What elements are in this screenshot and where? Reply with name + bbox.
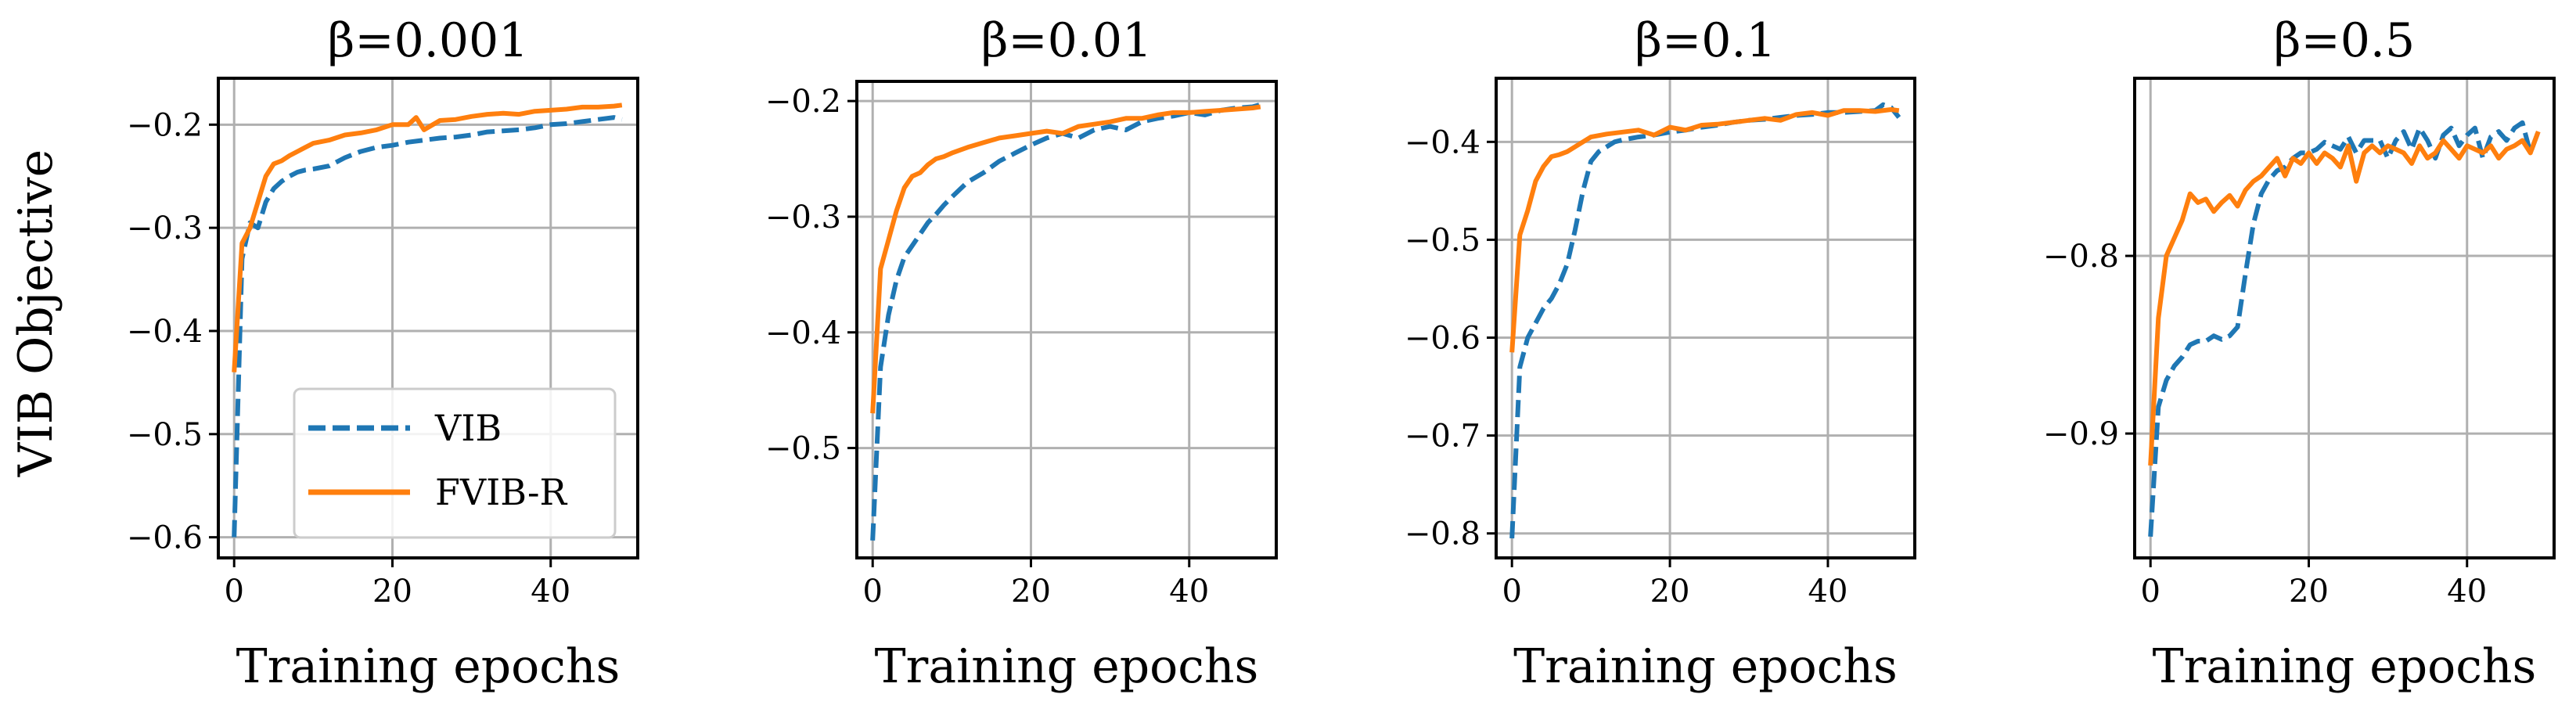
panels: 0 20 40 −0.6 −0.5 −0.4 −0.3 −0.2 β=0.001 Training… (127, 13, 2556, 694)
chart-title: β=0.001 (328, 13, 529, 68)
y-tick-label: −0.3 (127, 210, 203, 246)
y-axis-label: VIB Objective (9, 149, 63, 477)
chart-title: β=0.5 (2274, 13, 2415, 68)
chart-panel-4: 0 20 40 −0.9 −0.8 β=0.5 Training epochs (2043, 13, 2556, 694)
y-tick-label: −0.4 (1405, 124, 1480, 160)
y-tick-label: −0.8 (2043, 239, 2119, 275)
x-tick-label: 40 (1169, 574, 1209, 610)
x-axis-label: Training epochs (875, 639, 1259, 694)
chart-panel-3: 0 20 40 −0.8 −0.7 −0.6 −0.5 −0.4 β=0.1 Training e… (1405, 13, 1916, 694)
x-axis-label: Training epochs (1513, 639, 1898, 694)
y-tick-label: −0.6 (127, 520, 203, 556)
x-tick-label: 20 (1650, 574, 1690, 610)
x-tick-label: 0 (2140, 574, 2160, 610)
x-tick-label: 40 (1808, 574, 1848, 610)
series-line-vib (1509, 102, 1901, 539)
x-axis-label: Training epochs (2153, 639, 2537, 694)
x-tick-label: 0 (224, 574, 243, 610)
plot-frame (855, 80, 1278, 559)
series-line-fvib-r (232, 103, 623, 372)
series-line-fvib-r (2148, 131, 2541, 466)
plot-frame (1495, 77, 1916, 559)
y-tick-label: −0.3 (765, 200, 841, 236)
chart-panel-2: 0 20 40 −0.5 −0.4 −0.3 −0.2 β=0.01 Training epoc… (765, 13, 1278, 694)
series-line-fvib-r (870, 104, 1261, 414)
y-tick-label: −0.5 (765, 431, 841, 467)
plot-frame (2133, 77, 2556, 559)
chart-panel-1: 0 20 40 −0.6 −0.5 −0.4 −0.3 −0.2 β=0.001 Training… (127, 13, 639, 694)
series-line-vib (870, 102, 1261, 541)
chart-title: β=0.01 (981, 13, 1153, 68)
y-tick-label: −0.7 (1405, 419, 1480, 455)
x-tick-label: 0 (1502, 574, 1521, 610)
plot-frame (217, 77, 639, 559)
legend-box (293, 387, 617, 539)
legend-label: VIB (434, 407, 502, 449)
y-tick-label: −0.4 (127, 314, 203, 350)
y-tick-label: −0.2 (127, 107, 203, 143)
x-tick-label: 0 (862, 574, 882, 610)
y-tick-label: −0.8 (1405, 516, 1480, 552)
series-line-vib (232, 115, 623, 538)
chart-title: β=0.1 (1635, 13, 1775, 68)
series-line-vib (2148, 120, 2541, 537)
legend: VIB FVIB-R (293, 387, 617, 539)
series-line-fvib-r (1509, 107, 1900, 353)
y-tick-label: −0.5 (127, 417, 203, 453)
y-tick-label: −0.5 (1405, 222, 1480, 258)
x-tick-label: 20 (1011, 574, 1051, 610)
y-tick-label: −0.2 (765, 84, 841, 120)
x-axis-label: Training epochs (236, 639, 621, 694)
y-tick-label: −0.4 (765, 315, 841, 351)
x-tick-label: 20 (372, 574, 412, 610)
x-tick-label: 20 (2289, 574, 2329, 610)
legend-label: FVIB-R (435, 471, 568, 513)
y-tick-label: −0.6 (1405, 321, 1480, 357)
x-tick-label: 40 (2447, 574, 2487, 610)
y-tick-label: −0.9 (2043, 416, 2119, 452)
x-tick-label: 40 (531, 574, 570, 610)
